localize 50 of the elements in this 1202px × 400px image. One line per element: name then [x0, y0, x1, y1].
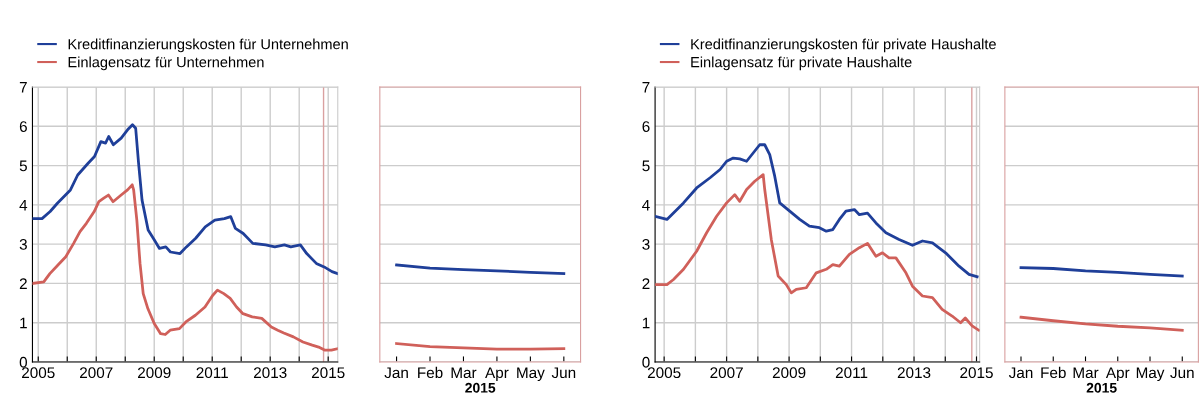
x-tick-label: 2005: [22, 367, 55, 379]
x-tick-label: May: [517, 367, 545, 382]
line-series: [32, 123, 338, 275]
y-tick-label: 1: [20, 317, 27, 329]
x-tick-label: Jun: [551, 367, 576, 379]
y-tick-label: 2: [642, 278, 650, 289]
x-axis-title: 2015: [465, 382, 496, 393]
x-tick-label: 2009: [138, 367, 171, 379]
x-tick-label: Jan: [384, 367, 408, 379]
y-tick-label: 6: [642, 121, 650, 132]
line-series: [655, 143, 979, 279]
y-tick-label: 6: [19, 121, 27, 132]
y-tick-label: 4: [642, 199, 650, 211]
x-tick-label: Feb: [418, 366, 443, 379]
legend-label: Kreditfinanzierungskosten für Unternehmen: [68, 38, 348, 53]
x-tick-label: 2011: [835, 367, 868, 379]
x-tick-label: Jun: [1170, 367, 1194, 379]
y-tick-label: 1: [642, 317, 650, 329]
y-tick-label: 5: [642, 160, 650, 172]
x-tick-label: Feb: [1041, 366, 1066, 379]
y-tick-label: 0: [642, 356, 650, 368]
x-tick-label: Apr: [1105, 367, 1130, 382]
y-tick-label: 3: [19, 239, 27, 250]
x-tick-label: Apr: [485, 367, 509, 382]
x-tick-label: 2005: [647, 367, 681, 379]
y-tick-label: 3: [642, 239, 650, 250]
x-tick-label: 2013: [253, 367, 287, 379]
y-tick-label: 5: [19, 160, 27, 172]
x-tick-label: 2013: [897, 367, 931, 379]
x-tick-label: 2011: [196, 367, 228, 379]
legend-label: Einlagensatz für private Haushalte: [691, 56, 912, 71]
x-tick-label: 2007: [80, 367, 113, 379]
y-tick-label: 2: [19, 278, 27, 289]
y-tick-label: 0: [19, 356, 27, 368]
x-tick-label: 2007: [710, 367, 743, 379]
line-series: [655, 173, 980, 332]
x-tick-label: May: [1136, 367, 1165, 382]
x-tick-label: 2015: [960, 367, 993, 379]
x-tick-label: Mar: [1073, 367, 1099, 379]
x-tick-label: 2015: [311, 367, 345, 379]
line-series: [32, 183, 338, 352]
y-tick-label: 7: [19, 82, 27, 93]
y-tick-label: 4: [19, 199, 28, 211]
x-tick-label: 2009: [772, 367, 806, 379]
x-tick-label: Mar: [451, 367, 477, 379]
legend-label: Einlagensatz für Unternehmen: [68, 56, 264, 71]
y-tick-label: 7: [642, 82, 650, 93]
legend-label: Kreditfinanzierungskosten für private Haushalte: [691, 38, 996, 53]
x-tick-label: Jan: [1008, 367, 1033, 379]
x-axis-title: 2015: [1086, 382, 1117, 393]
